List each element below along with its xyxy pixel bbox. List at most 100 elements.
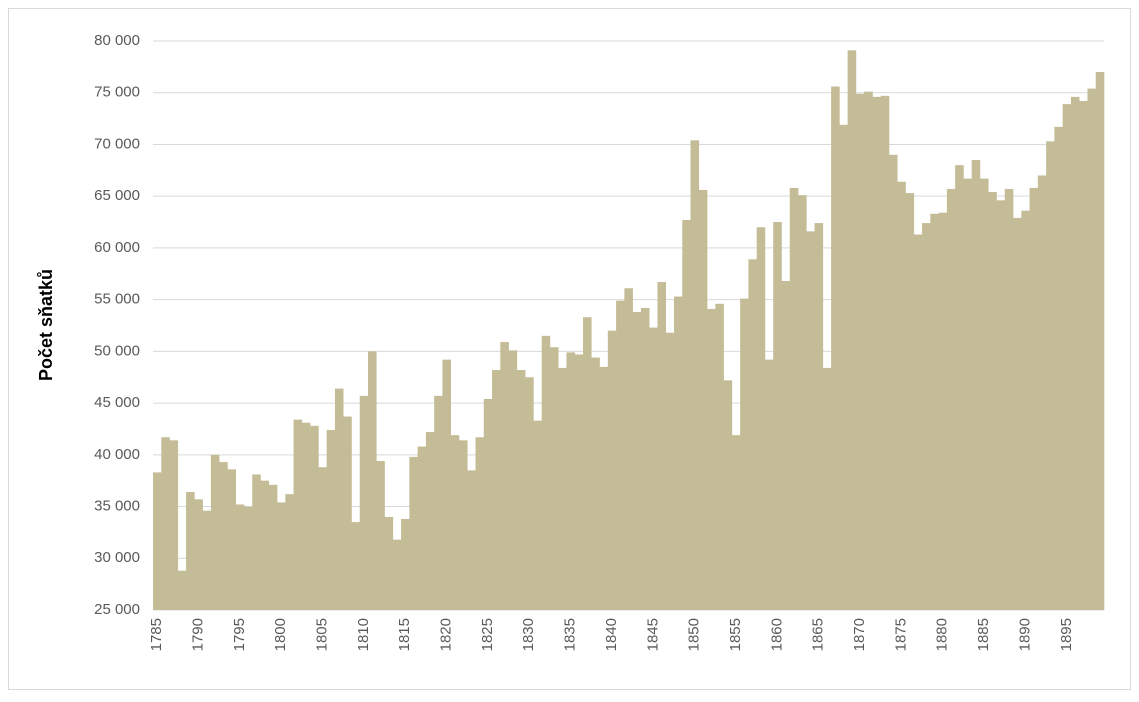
bar (458, 440, 468, 610)
bar (640, 307, 650, 610)
bar (897, 181, 906, 610)
bar (442, 359, 452, 610)
bar (525, 377, 534, 610)
bar (467, 470, 476, 610)
bar (665, 332, 675, 610)
bar (864, 91, 873, 610)
bar (541, 335, 551, 610)
bar (293, 419, 303, 610)
bar (310, 425, 319, 610)
bar (905, 193, 915, 610)
bar (946, 188, 956, 610)
bar (806, 231, 815, 610)
bar (624, 288, 633, 610)
bar (781, 281, 791, 610)
bar (988, 192, 997, 610)
bar (235, 504, 245, 610)
y-tick-label: 75 000 (94, 84, 140, 101)
bar (492, 369, 501, 610)
bar (549, 347, 559, 610)
bar (417, 446, 427, 610)
bar (839, 124, 848, 610)
bar (698, 189, 708, 610)
bar (1070, 96, 1080, 610)
bar (731, 435, 741, 610)
bar (318, 467, 327, 610)
bar (1087, 88, 1097, 610)
y-tick-label: 40 000 (94, 446, 140, 463)
x-tick-label: 1855 (727, 618, 744, 651)
y-tick-label: 60 000 (94, 239, 140, 256)
bar (475, 437, 485, 610)
bar (1013, 217, 1022, 610)
x-tick-label: 1795 (231, 618, 248, 651)
bar (872, 96, 882, 610)
bar (1095, 72, 1105, 610)
bar (260, 480, 270, 610)
bar (855, 93, 865, 610)
bar (334, 388, 344, 610)
bar (1079, 101, 1088, 611)
x-tick-label: 1815 (396, 618, 413, 651)
bar (516, 369, 526, 610)
bar (434, 395, 443, 610)
bar (450, 435, 460, 610)
bar (789, 187, 799, 610)
bar (922, 223, 931, 610)
bar (822, 367, 832, 610)
x-tick-label: 1825 (479, 618, 496, 651)
x-tick-label: 1785 (148, 618, 165, 651)
bar (756, 227, 766, 610)
bar (177, 570, 187, 610)
bar (847, 50, 857, 610)
bar (963, 178, 972, 610)
bar (409, 456, 418, 610)
x-tick-label: 1890 (1016, 618, 1033, 651)
bar (558, 367, 567, 610)
y-tick-label: 25 000 (94, 601, 140, 618)
bar (153, 472, 162, 610)
y-tick-label: 80 000 (94, 32, 140, 49)
x-tick-label: 1845 (644, 618, 661, 651)
bar (285, 494, 294, 610)
bar (368, 351, 377, 610)
bar (277, 502, 286, 610)
bar (169, 440, 179, 610)
y-tick-label: 65 000 (94, 187, 140, 204)
bar (243, 506, 253, 610)
bar (591, 357, 600, 610)
bar (996, 200, 1006, 610)
bar (326, 429, 336, 610)
bar (227, 469, 236, 610)
y-tick-label: 45 000 (94, 394, 140, 411)
bar (508, 350, 518, 610)
x-tick-label: 1885 (975, 618, 992, 651)
bar (657, 282, 667, 610)
x-tick-label: 1840 (603, 618, 620, 651)
bar (748, 259, 757, 610)
x-tick-label: 1790 (189, 618, 206, 651)
bar (583, 317, 592, 610)
bar (1004, 188, 1014, 610)
x-tick-label: 1830 (520, 618, 537, 651)
bar (210, 454, 220, 610)
bar (690, 140, 700, 611)
bar (599, 366, 609, 610)
bar (740, 298, 749, 610)
y-tick-label: 50 000 (94, 342, 140, 359)
x-tick-label: 1880 (934, 618, 951, 651)
bar (161, 437, 170, 610)
bar (566, 352, 576, 610)
bar (359, 395, 369, 610)
bar (607, 330, 617, 610)
x-tick-label: 1865 (810, 618, 827, 651)
bar (1054, 126, 1063, 610)
bar (764, 359, 774, 610)
bar (773, 222, 782, 610)
bar (268, 484, 278, 610)
bar (301, 422, 311, 610)
bar (723, 380, 733, 610)
y-axis-title: Počet sňatků (36, 269, 56, 381)
bar (1029, 187, 1039, 610)
